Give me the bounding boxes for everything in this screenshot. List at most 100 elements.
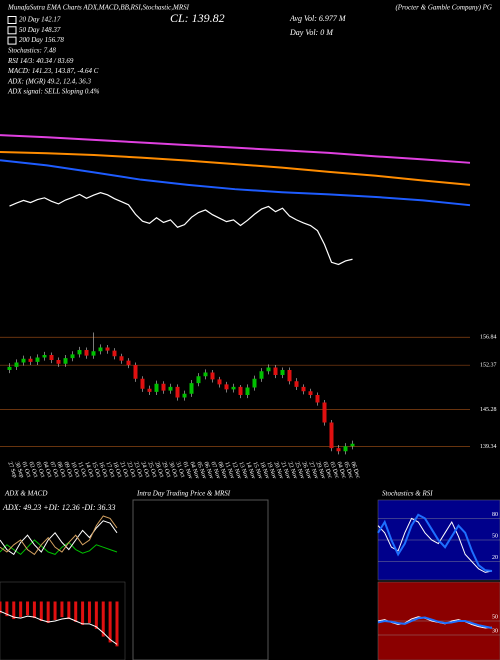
candle-body xyxy=(14,362,19,367)
candle-body xyxy=(294,381,299,387)
macd-bar xyxy=(74,601,78,622)
x-tick-label: 25 Oct xyxy=(146,461,157,479)
macd-bar xyxy=(12,601,16,620)
x-tick-label: 03 Dec xyxy=(328,461,340,479)
x-tick-label: 08 Oct xyxy=(55,461,66,479)
ma-line xyxy=(0,151,471,186)
x-tick-label: 21 Oct xyxy=(118,461,129,479)
x-tick-label: 05 Nov xyxy=(195,461,207,480)
legend-swatch xyxy=(7,16,17,24)
x-tick-label: 26 Nov xyxy=(300,461,312,480)
ma-line xyxy=(0,159,471,207)
candle-body xyxy=(231,386,236,390)
indicator-line xyxy=(0,539,118,556)
macd-bar xyxy=(39,601,43,621)
x-tick-label: 07 Oct xyxy=(48,461,59,479)
macd-bar xyxy=(87,601,91,623)
stat-line: Stochastics: 7.48 xyxy=(8,47,56,55)
macd-bar xyxy=(53,601,57,621)
x-tick-label: 30 Oct xyxy=(167,461,178,479)
candle-body xyxy=(63,358,68,364)
x-tick-label: 06 Dec xyxy=(349,461,361,479)
candle-body xyxy=(273,367,278,375)
x-tick-label: 03 Oct xyxy=(34,461,45,479)
candle-body xyxy=(98,347,103,352)
macd-bar xyxy=(81,601,85,625)
candle-body xyxy=(217,379,222,385)
x-tick-label: 28 Oct xyxy=(153,461,164,479)
panel-title: Stochastics & RSI xyxy=(382,490,433,498)
x-tick-label: 14 Nov xyxy=(244,461,256,480)
legend-swatch xyxy=(7,26,17,35)
y-tick-label: 20 xyxy=(492,555,498,561)
candle-body xyxy=(126,360,131,365)
panel-title: ADX & MACD xyxy=(4,490,47,498)
candle-body xyxy=(196,376,201,384)
x-tick-label: 27 Nov xyxy=(307,461,319,480)
x-tick-label: 04 Nov xyxy=(188,461,200,480)
macd-bar xyxy=(60,601,64,618)
candle-body xyxy=(315,395,320,403)
candle-body xyxy=(301,386,306,392)
macd-bar xyxy=(19,601,23,618)
candle-body xyxy=(350,443,355,447)
candle-body xyxy=(329,422,334,449)
x-tick-label: 15 Oct xyxy=(90,461,101,479)
x-tick-label: 11 Oct xyxy=(76,461,87,478)
legend-swatch xyxy=(7,36,17,45)
x-tick-label: 17 Oct xyxy=(104,461,115,479)
close-price: CL: 139.82 xyxy=(170,11,225,25)
x-tick-label: 04 Dec xyxy=(335,461,347,479)
macd-bar xyxy=(0,601,2,614)
adx-annotation: ADX: 49.23 +DI: 12.36 -DI: 36.33 xyxy=(2,503,116,512)
x-tick-label: 16 Oct xyxy=(97,461,108,479)
candle-body xyxy=(182,393,187,398)
site-header: MunafaSutra EMA Charts ADX,MACD,BB,RSI,S… xyxy=(7,4,190,12)
y-tick-label: 139.34 xyxy=(480,444,497,450)
intraday-box xyxy=(132,499,269,660)
candle-body xyxy=(147,388,152,392)
candle-body xyxy=(119,356,124,361)
x-tick-label: 25 Nov xyxy=(293,461,305,480)
x-tick-label: 09 Oct xyxy=(62,461,73,479)
x-tick-label: 23 Oct xyxy=(132,461,143,479)
candle-body xyxy=(91,351,96,356)
stat-line: 50 Day 148.37 xyxy=(19,26,61,34)
candle-body xyxy=(21,358,26,363)
stat-line: MACD: 141.23, 143.87, -4.64 C xyxy=(7,67,99,75)
x-tick-label: 07 Nov xyxy=(209,461,221,480)
candle-body xyxy=(28,358,33,362)
stat-line: ADX: (MGR) 49.2, 12.4, 36.3 xyxy=(7,77,92,85)
candle-body xyxy=(140,378,145,389)
y-tick-label: 50 xyxy=(492,614,498,620)
candle-body xyxy=(287,370,292,382)
x-tick-label: 20 Nov xyxy=(272,461,284,480)
indicator-line xyxy=(377,616,493,629)
candle-body xyxy=(252,378,257,388)
stat-line: RSI 14/3: 40.34 / 83.69 xyxy=(7,57,74,65)
x-tick-label: 04 Oct xyxy=(41,461,52,479)
x-tick-label: 12 Nov xyxy=(230,461,242,480)
x-tick-label: 11 Nov xyxy=(223,461,235,480)
x-tick-label: 18 Nov xyxy=(258,461,270,480)
candle-body xyxy=(259,371,264,379)
day-volume: Day Vol: 0 M xyxy=(289,28,334,37)
candle-body xyxy=(105,347,110,351)
indicator-line xyxy=(377,616,493,629)
candle-body xyxy=(308,391,313,395)
x-tick-label: 31 Oct xyxy=(174,461,185,479)
y-tick-label: 145.28 xyxy=(480,407,497,413)
macd-bar xyxy=(32,601,36,619)
x-tick-label: 14 Oct xyxy=(83,461,94,479)
candle-body xyxy=(322,402,327,423)
x-tick-label: 01 Nov xyxy=(181,461,193,480)
candle-body xyxy=(133,365,138,379)
candle-body xyxy=(238,386,243,395)
macd-bar xyxy=(94,601,98,629)
x-tick-label: 30 Sep xyxy=(13,461,24,479)
candle-body xyxy=(35,357,40,362)
candle-body xyxy=(56,360,61,364)
price-line xyxy=(9,192,353,266)
macd-bar xyxy=(115,601,119,647)
x-tick-label: 29 Oct xyxy=(160,461,171,479)
